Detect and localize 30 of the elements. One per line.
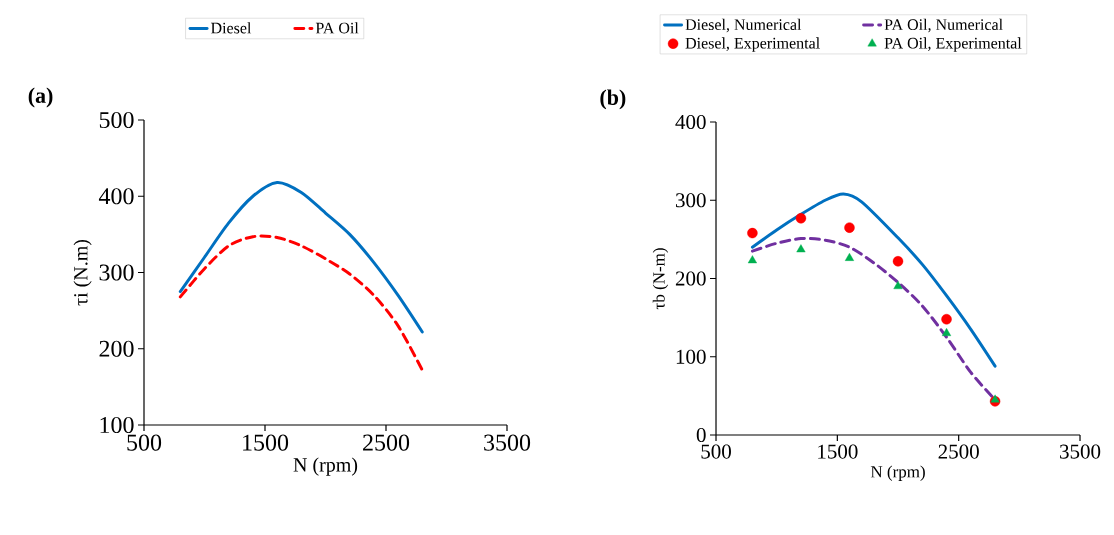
legend-label: Diesel — [211, 22, 252, 34]
legend-label: Diesel, Experimental — [685, 37, 820, 52]
x-tick-label: 3500 — [1060, 444, 1101, 459]
x-tick-label: 2500 — [363, 434, 410, 451]
y-axis-title: τi (N.m) — [73, 239, 92, 306]
y-axis-title: τb (N-m) — [652, 248, 669, 310]
y-tick-label: 100 — [100, 416, 134, 434]
y-tick-label: 400 — [98, 188, 134, 205]
x-tick-label: 500 — [127, 434, 162, 451]
x-tick-label: 500 — [701, 444, 731, 459]
legend-label: PA Oil, Numerical — [884, 18, 1003, 33]
x-axis-title: N (rpm) — [870, 465, 925, 481]
chart-title: (b) — [600, 89, 626, 110]
legend-label: PA Oil — [315, 22, 359, 34]
y-tick-label: 200 — [99, 340, 134, 357]
legend-label: Diesel, Numerical — [685, 18, 802, 33]
y-tick-label: 300 — [675, 193, 706, 208]
legend-label: PA Oil, Experimental — [884, 37, 1022, 52]
y-tick-label: 100 — [676, 349, 706, 364]
chart-title: (a) — [28, 87, 53, 108]
x-tick-label: 3500 — [484, 434, 531, 451]
x-tick-label: 1500 — [243, 434, 289, 451]
y-tick-label: 500 — [99, 111, 134, 129]
y-tick-label: 0 — [696, 427, 706, 443]
x-tick-label: 1500 — [818, 444, 858, 459]
y-tick-label: 300 — [99, 264, 134, 281]
x-axis-title: N (rpm) — [293, 457, 358, 476]
x-tick-label: 2500 — [938, 444, 979, 459]
y-tick-label: 400 — [675, 114, 706, 130]
y-tick-label: 200 — [675, 271, 706, 286]
